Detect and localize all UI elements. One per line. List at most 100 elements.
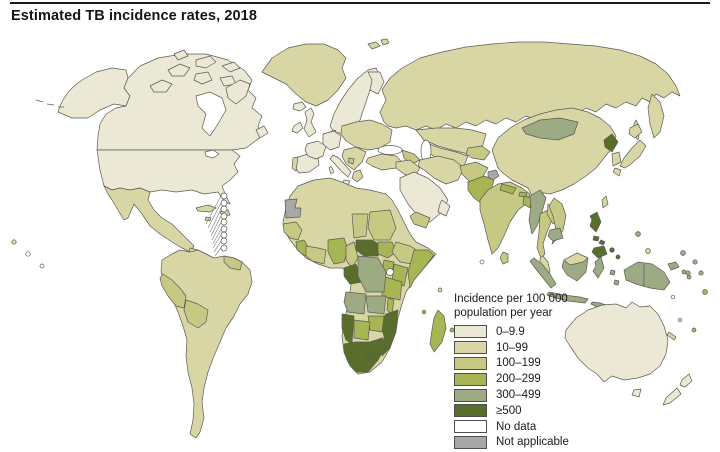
region-guyanas [223,255,243,271]
legend-item: 300–499 [454,387,604,403]
region-pacific-island [680,250,686,256]
legend-swatch [454,435,487,449]
region-cuba [195,204,217,213]
region-kashmir-not-applicable [487,169,500,181]
region-russia [379,41,681,131]
region-fiji [691,327,697,333]
region-south-sudan [377,241,397,259]
legend-label: 100–199 [496,357,541,370]
legend-swatch [454,404,487,418]
legend-swatch [454,341,487,355]
region-svalbard [367,41,381,50]
region-ireland [291,121,304,134]
region-south-africa [343,337,387,373]
region-greece [351,169,364,183]
region-bolivia [183,299,209,329]
region-central-african-republic [355,239,383,257]
region-arctic-island [149,79,173,93]
region-solomon-islands [686,274,692,280]
region-indonesia-sulawesi [592,256,605,279]
region-india [479,181,531,255]
region-arctic-island [167,63,191,77]
region-baffin-island [225,79,251,105]
region-philippines [598,239,606,246]
region-caribbean-state [220,218,228,226]
region-new-zealand [662,387,682,406]
legend-swatch [454,388,487,402]
region-united-kingdom [303,107,317,138]
region-lesotho [365,351,375,360]
region-peru [159,273,187,309]
region-portugal [291,156,299,172]
region-caribbean-state [220,237,228,245]
region-botswana [353,319,371,341]
region-philippines [592,235,600,242]
legend-swatch [454,356,487,370]
region-japan [619,139,647,169]
region-new-caledonia [666,331,677,341]
region-australia [564,301,669,383]
legend-label: 300–499 [496,389,541,402]
legend-title-line1: Incidence per 100 000 [454,293,568,305]
region-pacific-island [692,259,698,265]
region-svalbard [380,38,390,46]
region-caribbean-state [220,205,228,213]
aleutian-islands [35,99,64,108]
legend-item: ≥500 [454,403,604,419]
region-caribbean-state [220,231,228,239]
region-mexico [103,185,195,253]
legend-item: 100–199 [454,356,604,372]
top-rule [10,2,710,4]
region-dr-congo [357,255,387,293]
hudson-bay [195,91,227,137]
region-sardinia [328,165,335,175]
region-arctic-island [193,71,213,85]
region-solomon-islands [681,269,687,275]
region-south-korea [611,151,622,167]
region-pacific-island [11,239,17,245]
region-balkans [341,146,367,171]
region-eastern-europe [340,119,393,151]
region-yemen [409,211,431,229]
region-pacific-island [25,251,31,257]
region-caucasus [401,149,421,165]
region-newfoundland [255,125,269,139]
region-sudan [367,209,397,241]
region-iran [417,155,465,185]
legend-label: ≥500 [496,404,522,417]
region-namibia [341,313,355,345]
legend-item: 200–299 [454,371,604,387]
legend-swatch [454,420,487,434]
region-pacific-island [635,231,641,237]
region-caribbean-state [220,225,228,233]
region-japan [612,167,622,177]
legend-swatch [454,325,487,339]
legend-item: 0–9.9 [454,324,604,340]
black-sea [377,145,403,155]
legend-label: No data [496,420,537,433]
region-western-sahara [284,198,302,219]
region-bangladesh [522,195,533,209]
region-arctic-island [173,49,189,61]
legend-label: Not applicable [496,436,569,449]
region-pacific-island [670,294,676,300]
region-marshall-islands [609,247,615,253]
region-pacific-island [698,270,704,276]
legend-item: No data [454,419,604,435]
region-north-korea [603,133,619,153]
region-pacific-island [685,270,691,276]
region-nepal [499,183,517,195]
region-alaska [57,67,131,119]
region-arctic-island [195,55,217,69]
legend-label: 200–299 [496,373,541,386]
region-malaysia-borneo [563,252,589,266]
region-oman [437,199,451,217]
region-seychelles [437,287,443,293]
region-pacific-island [39,263,45,269]
legend-item: Not applicable [454,435,604,451]
region-pacific-island [702,289,708,295]
region-new-zealand [679,373,693,388]
region-myanmar [528,189,547,235]
